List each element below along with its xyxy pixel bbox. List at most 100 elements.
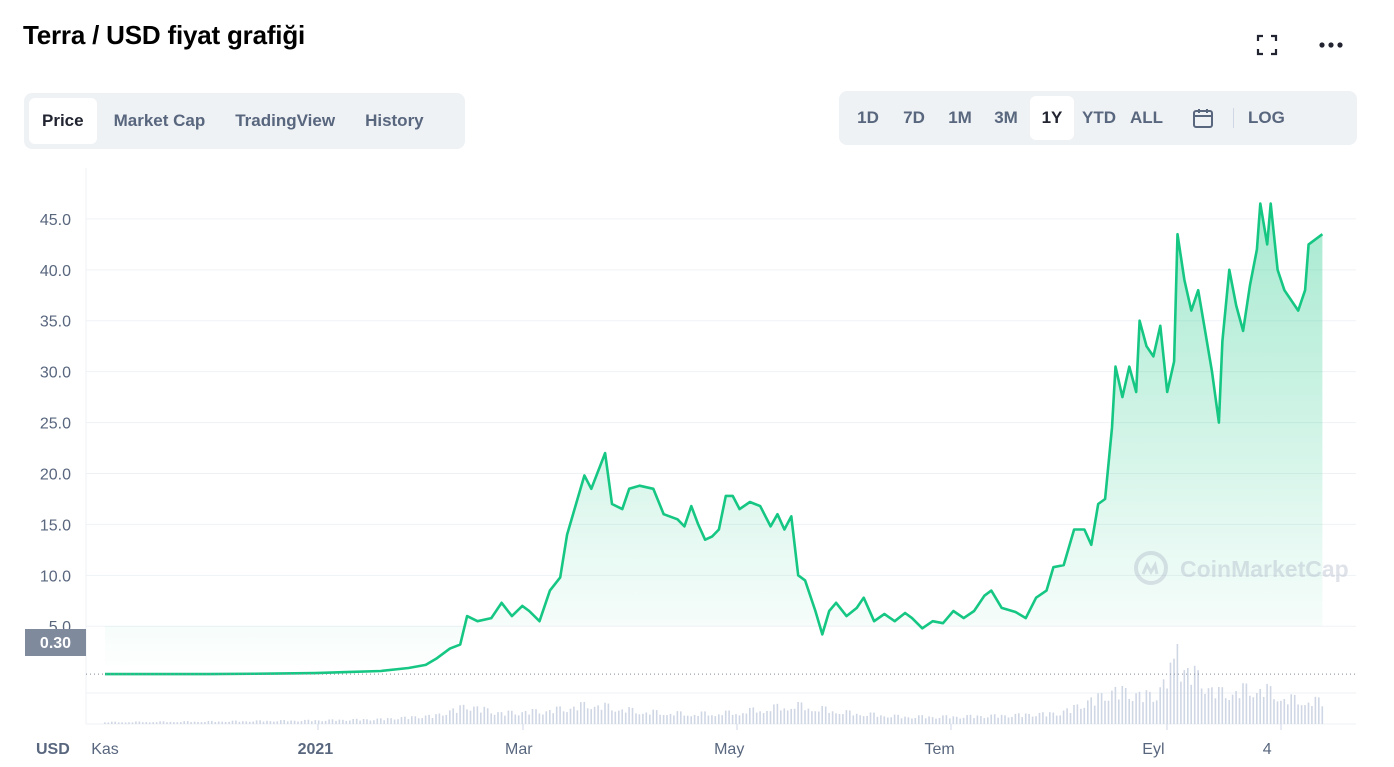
- volume-bar: [949, 718, 951, 724]
- volume-bar: [838, 714, 841, 724]
- volume-bar: [1145, 690, 1148, 724]
- volume-bar: [455, 712, 458, 724]
- volume-bar: [397, 719, 399, 724]
- volume-bar: [597, 705, 599, 724]
- volume-bar: [197, 722, 199, 724]
- volume-bar: [504, 715, 506, 724]
- log-scale-toggle[interactable]: LOG: [1248, 108, 1285, 127]
- volume-bar: [959, 718, 961, 724]
- volume-bar: [1131, 701, 1134, 724]
- volume-bar: [183, 721, 185, 724]
- tab-tradingview[interactable]: TradingView: [235, 111, 336, 130]
- current-price-tag: 0.30: [25, 629, 86, 656]
- volume-bar: [966, 715, 968, 724]
- volume-bar: [1035, 716, 1037, 724]
- volume-bar: [1093, 705, 1096, 724]
- volume-bar: [583, 701, 586, 724]
- volume-bar: [1304, 705, 1306, 724]
- volume-bar: [521, 712, 523, 724]
- volume-bar: [852, 715, 855, 724]
- volume-bar: [252, 721, 254, 724]
- volume-bar: [138, 721, 141, 724]
- volume-bar: [573, 706, 575, 724]
- range-divider: [1233, 108, 1235, 128]
- volume-bar: [362, 719, 365, 724]
- volume-bar: [1290, 694, 1292, 724]
- volume-bar: [1059, 715, 1061, 724]
- volume-bar: [383, 720, 385, 724]
- volume-bar: [604, 702, 606, 724]
- tab-market-cap[interactable]: Market Cap: [113, 111, 206, 130]
- fullscreen-icon[interactable]: [1252, 30, 1282, 60]
- tab-price[interactable]: Price: [29, 98, 97, 144]
- volume-bar: [659, 714, 661, 724]
- volume-bar: [1224, 698, 1227, 724]
- range-1y[interactable]: 1Y: [1030, 96, 1074, 140]
- volume-bar: [317, 720, 320, 724]
- volume-bar: [1321, 706, 1324, 724]
- volume-bar: [628, 707, 630, 724]
- calendar-icon[interactable]: [1181, 96, 1225, 140]
- range-all[interactable]: ALL: [1130, 108, 1164, 127]
- volume-bar: [586, 708, 589, 724]
- volume-bar: [1276, 701, 1279, 724]
- volume-bar: [728, 710, 730, 724]
- volume-bar: [1014, 713, 1017, 724]
- volume-bar: [431, 718, 434, 724]
- volume-bar: [1235, 691, 1237, 724]
- volume-bar: [759, 711, 761, 724]
- volume-bar: [1042, 712, 1044, 724]
- volume-bar: [286, 721, 289, 724]
- volume-bar: [897, 714, 899, 724]
- y-tick-label: 25.0: [40, 416, 71, 433]
- volume-bar: [1142, 702, 1144, 724]
- volume-bar: [269, 721, 272, 724]
- volume-bar: [155, 722, 158, 724]
- volume-bar: [1083, 707, 1086, 724]
- volume-bar: [1300, 705, 1303, 724]
- volume-bar: [407, 719, 410, 724]
- volume-bar: [424, 715, 427, 724]
- volume-bar: [462, 704, 465, 724]
- volume-bar: [1218, 687, 1220, 724]
- volume-bar: [645, 712, 648, 724]
- volume-bar: [824, 706, 827, 724]
- volume-bar: [207, 721, 210, 724]
- volume-bar: [1011, 716, 1013, 724]
- volume-bar: [1180, 681, 1182, 724]
- volume-bar: [983, 718, 986, 724]
- volume-bar: [700, 711, 703, 724]
- volume-bar: [928, 716, 930, 724]
- volume-bar: [442, 715, 444, 724]
- volume-bar: [890, 717, 892, 724]
- volume-bar: [638, 714, 641, 724]
- tab-history[interactable]: History: [365, 111, 424, 130]
- volume-bar: [607, 703, 610, 724]
- volume-bar: [697, 715, 699, 724]
- volume-bar: [507, 710, 510, 724]
- range-1d[interactable]: 1D: [857, 108, 879, 127]
- range-1m[interactable]: 1M: [948, 108, 972, 127]
- volume-bar: [159, 721, 161, 724]
- volume-bar: [1259, 689, 1261, 724]
- volume-bar: [1045, 716, 1048, 724]
- range-ytd[interactable]: YTD: [1082, 108, 1116, 127]
- more-options-icon[interactable]: [1316, 30, 1346, 60]
- volume-bar: [476, 706, 479, 724]
- volume-bar: [611, 710, 613, 724]
- volume-bar: [176, 722, 179, 724]
- range-7d[interactable]: 7D: [903, 108, 925, 127]
- volume-bar: [162, 721, 165, 724]
- range-3m[interactable]: 3M: [994, 108, 1018, 127]
- volume-bar: [445, 714, 448, 724]
- y-tick-label: 10.0: [40, 568, 71, 585]
- volume-bar: [1024, 713, 1027, 724]
- volume-bar: [355, 718, 358, 724]
- y-tick-label: 45.0: [40, 212, 71, 229]
- volume-bar: [731, 714, 734, 724]
- volume-bar: [762, 713, 765, 724]
- volume-bar: [990, 714, 992, 724]
- volume-bar: [231, 720, 234, 724]
- volume-bar: [752, 707, 755, 724]
